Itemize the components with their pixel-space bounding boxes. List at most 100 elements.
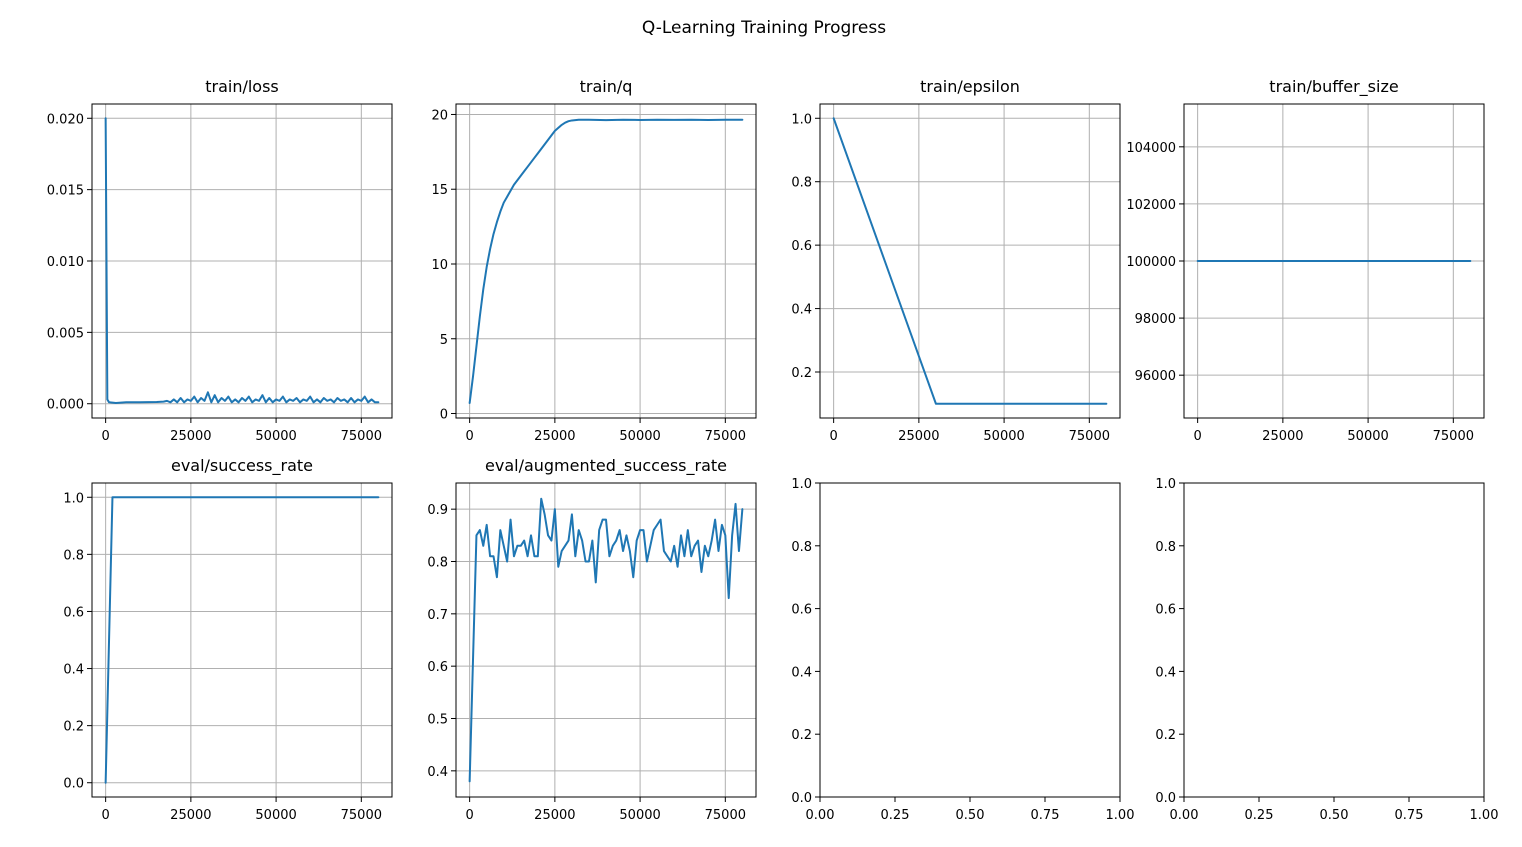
- axes-frame: [455, 482, 757, 798]
- series-line-1: [832, 117, 1108, 405]
- x-tick-label: 0: [465, 808, 473, 823]
- subplot-5: 0 25000 50000 75000 0.0 0.2 0.4 0.6 0.8 1.0 eval/s…: [63, 456, 393, 823]
- y-tick-label: 0.6: [1155, 603, 1176, 618]
- series-line-1: [468, 118, 744, 405]
- y-tick-label: 0.005: [47, 326, 84, 341]
- y-tick-label: 10: [431, 258, 448, 273]
- y-tick-label: 0.020: [47, 112, 84, 127]
- y-tick-label: 0.5: [427, 713, 448, 728]
- y-tick-label: 0.7: [427, 608, 448, 623]
- y-tick-label: 20: [431, 108, 448, 123]
- x-tick-label: 25000: [534, 429, 575, 444]
- x-tick-label: 0: [101, 808, 109, 823]
- x-tick-label: 1.00: [1106, 808, 1135, 823]
- x-tick-label: 0.50: [956, 808, 985, 823]
- series-line-1: [104, 117, 380, 405]
- y-tick-label: 1.0: [791, 112, 812, 127]
- subplot-2: 0 25000 50000 75000 0 5 10 15 20 train/q: [431, 77, 757, 444]
- y-tick-label: 0.6: [427, 660, 448, 675]
- y-tick-label: 0.2: [791, 366, 812, 381]
- x-tick-label: 0.25: [881, 808, 910, 823]
- y-tick-label: 96000: [1135, 369, 1176, 384]
- series-line-1: [468, 497, 744, 783]
- x-tick-label: 0.75: [1395, 808, 1424, 823]
- y-tick-label: 5: [440, 333, 448, 348]
- y-tick-label: 0.4: [63, 663, 84, 678]
- x-tick-label: 0: [1193, 429, 1201, 444]
- x-tick-label: 50000: [619, 429, 660, 444]
- axes-frame: [819, 482, 1121, 798]
- x-tick-label: 50000: [619, 808, 660, 823]
- x-tick-label: 25000: [170, 808, 211, 823]
- y-tick-label: 0.8: [1155, 540, 1176, 555]
- subplot-title: train/epsilon: [920, 77, 1020, 96]
- y-tick-label: 0.000: [47, 398, 84, 413]
- x-tick-label: 25000: [534, 808, 575, 823]
- axes-frame: [455, 103, 757, 419]
- x-tick-label: 0: [829, 429, 837, 444]
- x-tick-label: 25000: [1262, 429, 1303, 444]
- x-tick-label: 75000: [1433, 429, 1474, 444]
- x-tick-label: 75000: [705, 808, 746, 823]
- y-tick-label: 0.4: [791, 303, 812, 318]
- x-tick-label: 0: [101, 429, 109, 444]
- subplot-7: 0.00 0.25 0.50 0.75 1.00 0.0 0.2 0.4 0.6 0.8 1.0: [791, 477, 1134, 823]
- series-line-1: [104, 496, 380, 784]
- y-tick-label: 102000: [1126, 198, 1176, 213]
- y-tick-label: 15: [431, 183, 448, 198]
- y-tick-label: 0.010: [47, 255, 84, 270]
- y-tick-label: 1.0: [1155, 477, 1176, 492]
- y-tick-label: 100000: [1126, 255, 1176, 270]
- x-tick-label: 0.00: [806, 808, 835, 823]
- axes-frame: [91, 482, 393, 798]
- x-tick-label: 50000: [1347, 429, 1388, 444]
- axes-frame: [819, 103, 1121, 419]
- y-tick-label: 0.8: [791, 540, 812, 555]
- y-tick-label: 0.015: [47, 184, 84, 199]
- y-tick-label: 0.8: [427, 556, 448, 571]
- y-tick-label: 0.8: [63, 548, 84, 563]
- y-tick-label: 0.6: [63, 605, 84, 620]
- x-tick-label: 50000: [255, 808, 296, 823]
- x-tick-label: 0.00: [1170, 808, 1199, 823]
- y-tick-label: 0.8: [791, 176, 812, 191]
- axes-frame: [1183, 482, 1485, 798]
- x-tick-label: 75000: [705, 429, 746, 444]
- y-tick-label: 0.4: [791, 665, 812, 680]
- subplot-title: train/loss: [205, 77, 279, 96]
- x-tick-label: 0.75: [1031, 808, 1060, 823]
- x-tick-label: 0.25: [1245, 808, 1274, 823]
- subplot-6: 0 25000 50000 75000 0.4 0.5 0.6 0.7 0.8 0.9 eval/a…: [427, 456, 757, 823]
- subplot-title: train/buffer_size: [1269, 77, 1398, 97]
- x-tick-label: 25000: [170, 429, 211, 444]
- y-tick-label: 98000: [1135, 312, 1176, 327]
- y-tick-label: 0.2: [1155, 728, 1176, 743]
- y-tick-label: 0.0: [791, 791, 812, 806]
- y-tick-label: 0.6: [791, 239, 812, 254]
- subplot-1: 0 25000 50000 75000 0.000 0.005 0.010 0.015 0.02…: [47, 77, 393, 444]
- y-tick-label: 1.0: [791, 477, 812, 492]
- x-tick-label: 25000: [898, 429, 939, 444]
- y-tick-label: 0.0: [63, 777, 84, 792]
- x-tick-label: 0: [465, 429, 473, 444]
- subplot-title: eval/success_rate: [171, 456, 313, 476]
- x-tick-label: 75000: [341, 808, 382, 823]
- y-tick-label: 104000: [1126, 141, 1176, 156]
- figure-title: Q-Learning Training Progress: [642, 18, 886, 38]
- x-tick-label: 50000: [255, 429, 296, 444]
- x-tick-label: 0.50: [1320, 808, 1349, 823]
- x-tick-label: 1.00: [1470, 808, 1499, 823]
- y-tick-label: 0.4: [1155, 665, 1176, 680]
- y-tick-label: 0.0: [1155, 791, 1176, 806]
- x-tick-label: 75000: [341, 429, 382, 444]
- subplot-title: eval/augmented_success_rate: [485, 456, 727, 476]
- subplot-3: 0 25000 50000 75000 0.2 0.4 0.6 0.8 1.0 train/eps…: [791, 77, 1121, 444]
- subplot-8: 0.00 0.25 0.50 0.75 1.00 0.0 0.2 0.4 0.6 0.8 1.0: [1155, 477, 1498, 823]
- x-tick-label: 75000: [1069, 429, 1110, 444]
- y-tick-label: 0: [440, 408, 448, 423]
- x-tick-label: 50000: [983, 429, 1024, 444]
- y-tick-label: 0.9: [427, 503, 448, 518]
- y-tick-label: 0.6: [791, 603, 812, 618]
- y-tick-label: 0.2: [63, 720, 84, 735]
